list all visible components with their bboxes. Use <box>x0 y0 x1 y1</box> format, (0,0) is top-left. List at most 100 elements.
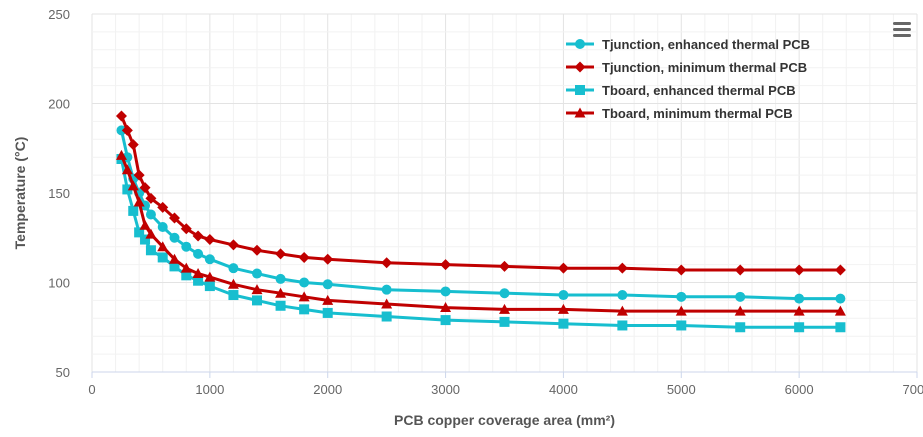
data-point[interactable] <box>381 284 392 295</box>
legend-item[interactable]: Tjunction, minimum thermal PCB <box>566 60 807 75</box>
legend-marker-triangle[interactable] <box>574 107 586 118</box>
legend-item[interactable]: Tboard, minimum thermal PCB <box>566 106 793 121</box>
data-point[interactable] <box>834 264 846 276</box>
legend-marker-diamond[interactable] <box>574 61 586 73</box>
data-point[interactable] <box>275 300 286 311</box>
data-point[interactable] <box>734 305 746 316</box>
data-point[interactable] <box>145 245 156 256</box>
data-point[interactable] <box>499 303 510 314</box>
data-point[interactable] <box>139 219 151 230</box>
data-point[interactable] <box>675 264 687 276</box>
data-point[interactable] <box>128 205 139 216</box>
data-point[interactable] <box>115 110 127 122</box>
data-point[interactable] <box>275 273 286 284</box>
data-point[interactable] <box>793 305 805 316</box>
legend-marker-circle[interactable] <box>575 39 585 49</box>
data-point[interactable] <box>157 252 168 263</box>
data-point[interactable] <box>140 234 151 245</box>
data-point[interactable] <box>157 201 169 213</box>
data-point[interactable] <box>440 259 452 271</box>
data-point[interactable] <box>127 180 139 191</box>
data-point[interactable] <box>204 271 216 282</box>
data-point[interactable] <box>181 241 192 252</box>
data-point[interactable] <box>557 303 569 314</box>
data-point[interactable] <box>227 239 239 251</box>
data-point[interactable] <box>180 223 192 235</box>
data-point[interactable] <box>735 291 746 302</box>
data-point[interactable] <box>227 278 239 289</box>
data-point[interactable] <box>675 305 687 316</box>
series-line[interactable] <box>120 129 841 301</box>
data-point[interactable] <box>499 260 510 272</box>
data-point[interactable] <box>180 262 192 273</box>
legend-item[interactable]: Tjunction, enhanced thermal PCB <box>566 37 810 52</box>
data-point[interactable] <box>252 268 262 279</box>
data-point[interactable] <box>734 264 746 276</box>
data-point[interactable] <box>275 248 287 260</box>
data-point[interactable] <box>115 149 127 160</box>
data-point[interactable] <box>322 279 333 290</box>
data-point[interactable] <box>834 305 846 316</box>
data-point[interactable] <box>192 268 204 279</box>
data-point[interactable] <box>617 320 628 331</box>
data-point[interactable] <box>381 298 393 309</box>
data-point[interactable] <box>557 262 569 274</box>
data-point[interactable] <box>735 322 746 333</box>
data-point[interactable] <box>251 284 263 295</box>
data-point[interactable] <box>134 227 145 238</box>
data-point[interactable] <box>169 212 180 224</box>
legend[interactable]: Tjunction, enhanced thermal PCB Tjunction… <box>566 37 810 121</box>
data-point[interactable] <box>192 230 204 242</box>
data-point[interactable] <box>157 241 169 252</box>
data-point[interactable] <box>193 275 204 286</box>
hamburger-menu-icon[interactable] <box>893 22 911 37</box>
data-point[interactable] <box>440 286 451 297</box>
data-point[interactable] <box>228 263 239 274</box>
data-point[interactable] <box>169 261 180 272</box>
data-point[interactable] <box>181 270 192 281</box>
data-point[interactable] <box>558 290 569 301</box>
data-point[interactable] <box>157 222 168 233</box>
data-point[interactable] <box>299 304 310 315</box>
data-point[interactable] <box>145 209 156 220</box>
legend-item[interactable]: Tboard, enhanced thermal PCB <box>566 83 796 98</box>
data-point[interactable] <box>116 125 127 136</box>
data-point[interactable] <box>133 169 145 181</box>
data-point[interactable] <box>616 262 628 274</box>
data-point[interactable] <box>275 287 287 298</box>
data-point[interactable] <box>617 290 628 301</box>
data-point[interactable] <box>169 253 180 264</box>
data-point[interactable] <box>835 293 846 304</box>
data-point[interactable] <box>616 305 628 316</box>
data-point[interactable] <box>145 192 157 204</box>
data-point[interactable] <box>381 257 393 269</box>
data-point[interactable] <box>299 277 310 288</box>
data-point[interactable] <box>121 164 133 175</box>
data-point[interactable] <box>228 290 239 301</box>
data-point[interactable] <box>558 318 569 329</box>
data-point[interactable] <box>252 295 262 306</box>
data-point[interactable] <box>322 294 334 305</box>
data-point[interactable] <box>122 184 133 195</box>
data-point[interactable] <box>794 293 805 304</box>
data-point[interactable] <box>121 124 133 136</box>
data-point[interactable] <box>204 234 216 246</box>
data-point[interactable] <box>204 254 215 265</box>
context-menu-button[interactable] <box>889 18 915 40</box>
data-point[interactable] <box>794 322 805 333</box>
data-point[interactable] <box>440 315 451 326</box>
data-point[interactable] <box>169 232 180 243</box>
data-point[interactable] <box>133 196 145 207</box>
legend-marker-square[interactable] <box>575 85 585 95</box>
data-point[interactable] <box>322 253 334 265</box>
data-point[interactable] <box>381 311 392 322</box>
data-point[interactable] <box>127 139 139 151</box>
data-point[interactable] <box>835 322 846 333</box>
data-point[interactable] <box>204 281 215 292</box>
data-point[interactable] <box>676 320 687 331</box>
data-point[interactable] <box>440 302 452 313</box>
data-point[interactable] <box>793 264 805 276</box>
data-point[interactable] <box>193 248 204 259</box>
data-point[interactable] <box>499 288 510 299</box>
data-point[interactable] <box>251 244 263 256</box>
